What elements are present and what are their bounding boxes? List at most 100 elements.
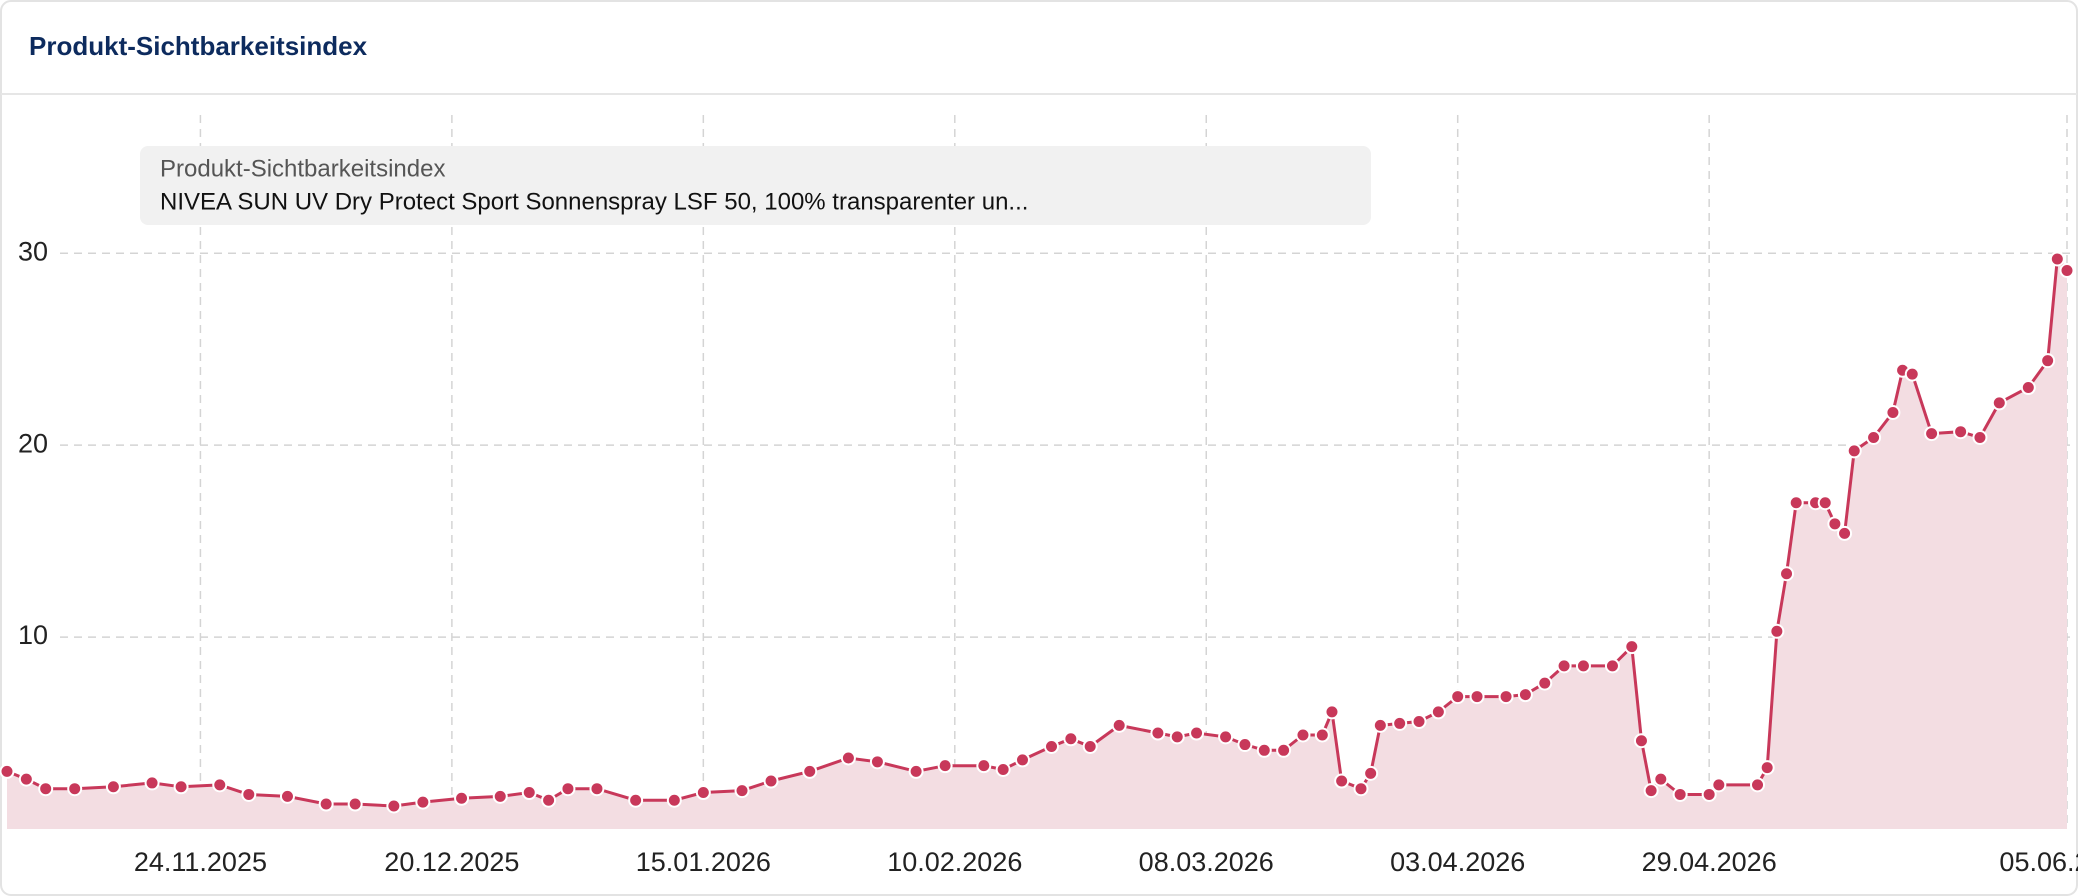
point	[1972, 429, 1988, 445]
y-tick-label: 20	[18, 428, 48, 458]
point	[18, 771, 34, 787]
point	[1334, 773, 1350, 789]
point	[1904, 366, 1920, 382]
point	[492, 788, 508, 804]
point	[1759, 760, 1775, 776]
point	[347, 796, 363, 812]
point	[1517, 687, 1533, 703]
point	[1991, 395, 2007, 411]
point	[1353, 781, 1369, 797]
point	[1295, 727, 1311, 743]
point	[589, 781, 605, 797]
point	[976, 758, 992, 774]
x-tick-label: 24.11.2025	[134, 847, 267, 877]
point	[386, 798, 402, 814]
point	[1924, 426, 1940, 442]
point	[1314, 727, 1330, 743]
point	[1556, 658, 1572, 674]
point	[2049, 251, 2065, 267]
point	[695, 785, 711, 801]
x-tick-label: 15.01.2026	[636, 847, 771, 877]
point	[802, 763, 818, 779]
point	[1624, 639, 1640, 655]
point	[1450, 689, 1466, 705]
legend-title: Produkt-Sichtbarkeitsindex	[160, 155, 445, 182]
x-tick-label: 05.06.2026	[1999, 847, 2078, 877]
point	[666, 792, 682, 808]
point	[1169, 729, 1185, 745]
x-tick-label: 29.04.2026	[1642, 847, 1777, 877]
point	[2040, 353, 2056, 369]
point	[1411, 714, 1427, 730]
point	[1498, 689, 1514, 705]
point	[1363, 765, 1379, 781]
point	[541, 792, 557, 808]
point	[279, 788, 295, 804]
x-tick-label: 08.03.2026	[1139, 847, 1274, 877]
y-tick-label: 30	[18, 236, 48, 266]
point	[144, 775, 160, 791]
point	[995, 762, 1011, 777]
point	[1653, 771, 1669, 787]
point	[1372, 717, 1388, 733]
point	[1837, 525, 1853, 541]
point	[415, 794, 431, 810]
point	[105, 779, 121, 795]
point	[1044, 738, 1060, 754]
point	[1063, 731, 1079, 747]
point	[1827, 516, 1843, 532]
point	[1256, 742, 1272, 758]
point	[454, 790, 470, 806]
point	[1866, 429, 1882, 445]
area	[7, 259, 2067, 829]
point	[1111, 717, 1127, 733]
point	[1575, 658, 1591, 674]
point	[908, 763, 924, 779]
x-tick-label: 10.02.2026	[887, 847, 1022, 877]
x-tick-label: 03.04.2026	[1390, 847, 1525, 877]
point	[1218, 729, 1234, 745]
point	[1672, 786, 1688, 802]
point	[1817, 495, 1833, 511]
point	[1846, 443, 1862, 459]
point	[38, 781, 54, 797]
point	[1237, 737, 1253, 753]
point	[1430, 704, 1446, 720]
point	[212, 777, 228, 793]
plot	[0, 251, 2075, 829]
point	[1014, 752, 1030, 768]
grid: 10 20 30 24.11.2025 20.12.2025 15.01.2026 10.0…	[18, 115, 2078, 877]
point	[1392, 715, 1408, 731]
point	[937, 758, 953, 774]
point	[1953, 424, 1969, 440]
point	[521, 785, 537, 801]
point	[840, 750, 856, 766]
point	[1469, 689, 1485, 705]
point	[318, 796, 334, 812]
point	[560, 781, 576, 797]
point	[628, 792, 644, 808]
chart-title: Produkt-Sichtbarkeitsindex	[29, 31, 368, 61]
point	[1604, 658, 1620, 674]
point	[2059, 262, 2075, 278]
point	[734, 783, 750, 799]
point	[1082, 738, 1098, 754]
y-tick-label: 10	[18, 620, 48, 650]
point	[1633, 733, 1649, 749]
point	[763, 773, 779, 789]
point	[1779, 566, 1795, 582]
point	[1701, 786, 1717, 802]
point	[1750, 777, 1766, 793]
legend-entry: NIVEA SUN UV Dry Protect Sport Sonnenspr…	[160, 188, 1028, 215]
x-tick-label: 20.12.2025	[384, 847, 519, 877]
point	[2020, 380, 2036, 396]
point	[0, 763, 15, 779]
point	[67, 781, 83, 797]
point	[241, 786, 257, 802]
point	[1150, 725, 1166, 741]
point	[1189, 725, 1205, 741]
point	[1324, 704, 1340, 720]
point	[1643, 783, 1659, 799]
point	[869, 754, 885, 770]
